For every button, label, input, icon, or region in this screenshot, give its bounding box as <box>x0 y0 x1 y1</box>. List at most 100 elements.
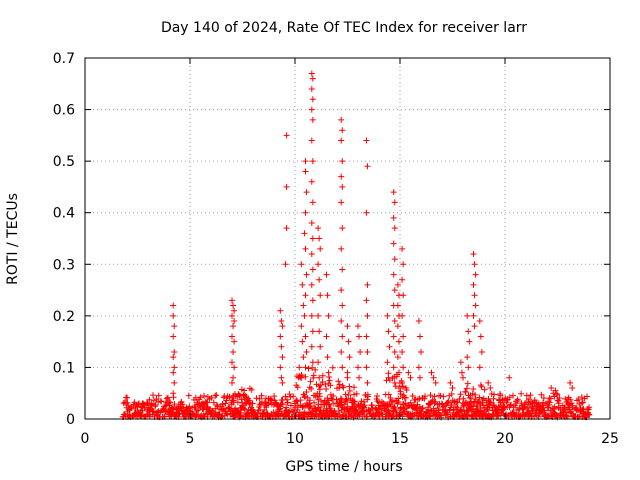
baseline-point <box>158 398 165 405</box>
roti-point <box>394 323 401 330</box>
roti-point <box>302 292 309 299</box>
roti-point <box>471 261 478 268</box>
baseline-point <box>418 408 425 415</box>
roti-point <box>323 333 330 340</box>
roti-point <box>472 271 479 278</box>
baseline-point <box>431 400 438 407</box>
baseline-point <box>212 392 219 399</box>
burst-point <box>314 390 321 397</box>
roti-point <box>346 354 353 361</box>
burst-point <box>384 403 391 410</box>
baseline-point <box>495 413 502 420</box>
burst-point <box>246 397 253 404</box>
roti-point <box>363 333 370 340</box>
roti-point <box>567 379 574 386</box>
roti-point <box>428 369 435 376</box>
roti-point <box>400 364 407 371</box>
x-tick-label: 25 <box>601 431 619 447</box>
y-tick-label: 0.7 <box>53 51 75 67</box>
burst-point <box>329 364 336 371</box>
roti-point <box>339 302 346 309</box>
baseline-point <box>128 404 135 411</box>
burst-point <box>292 398 299 405</box>
roti-point <box>308 281 315 288</box>
baseline-point <box>335 408 342 415</box>
baseline-point <box>155 392 162 399</box>
baseline-point <box>392 407 399 414</box>
roti-point <box>309 199 316 206</box>
baseline-point <box>457 407 464 414</box>
baseline-point <box>185 392 192 399</box>
roti-point <box>355 364 361 371</box>
burst-point <box>309 364 316 371</box>
baseline-point <box>391 404 398 411</box>
roti-point <box>363 209 370 216</box>
burst-point <box>241 387 248 394</box>
roti-point <box>324 292 331 299</box>
roti-point <box>339 333 346 340</box>
baseline-point <box>364 396 371 403</box>
roti-point <box>470 281 477 288</box>
baseline-point <box>155 399 162 406</box>
roti-point <box>170 312 177 319</box>
roti-point <box>302 158 309 165</box>
roti-point <box>283 225 290 232</box>
baseline-point <box>249 400 256 407</box>
burst-point <box>395 395 402 402</box>
baseline-point <box>226 393 233 400</box>
roti-point <box>399 379 406 386</box>
baseline-point <box>353 390 360 397</box>
burst-point <box>463 385 470 392</box>
roti-point <box>298 261 305 268</box>
burst-point <box>467 395 474 402</box>
baseline-point <box>179 401 186 408</box>
baseline-point <box>562 395 569 402</box>
baseline-point <box>586 411 593 418</box>
burst-point <box>460 395 467 402</box>
baseline-point <box>271 393 278 400</box>
baseline-point <box>261 399 268 406</box>
burst-point <box>305 365 312 372</box>
roti-point <box>552 387 559 394</box>
burst-point <box>235 390 242 397</box>
roti-point <box>357 348 364 355</box>
burst-point <box>346 387 353 394</box>
baseline-point <box>167 399 174 406</box>
baseline-point <box>569 402 576 409</box>
roti-point <box>230 323 237 330</box>
roti-point <box>399 276 406 283</box>
roti-point <box>338 348 345 355</box>
roti-point <box>300 354 307 361</box>
roti-point <box>344 323 351 330</box>
baseline-point <box>197 394 204 401</box>
baseline-point <box>330 400 337 407</box>
roti-point <box>465 364 472 371</box>
burst-point <box>304 401 311 408</box>
roti-point <box>470 312 477 319</box>
baseline-point <box>202 410 209 417</box>
baseline-point <box>213 392 220 399</box>
roti-point <box>278 318 285 325</box>
baseline-point <box>586 404 593 411</box>
baseline-point <box>551 409 558 416</box>
roti-point <box>231 307 238 314</box>
roti-point <box>277 364 284 371</box>
burst-point <box>336 381 343 388</box>
roti-point <box>478 348 485 355</box>
roti-point <box>230 374 237 381</box>
baseline-point <box>465 411 472 418</box>
roti-point <box>303 271 310 278</box>
roti-point <box>324 354 331 361</box>
roti-point <box>390 271 397 278</box>
baseline-point <box>208 394 215 401</box>
baseline-point <box>553 413 560 420</box>
roti-point <box>309 359 316 366</box>
roti-point <box>339 183 346 190</box>
roti-point <box>416 333 423 340</box>
burst-point <box>481 386 488 393</box>
roti-point <box>391 318 398 325</box>
burst-point <box>317 382 324 389</box>
baseline-point <box>448 391 455 398</box>
roti-point <box>308 85 315 92</box>
burst-point <box>307 378 314 385</box>
